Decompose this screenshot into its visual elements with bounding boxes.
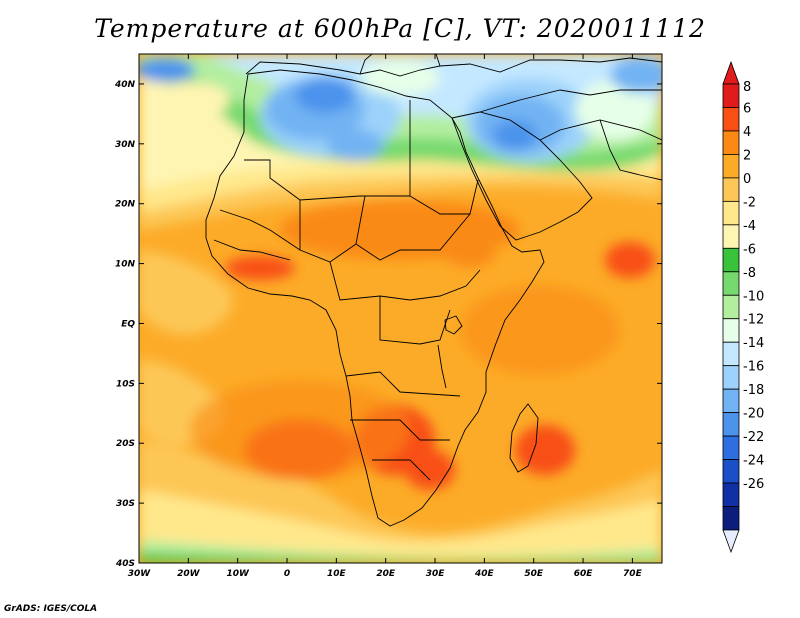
colorbar-swatch: [722, 482, 740, 507]
lon-tick-label: 0: [284, 569, 290, 579]
lat-tick-label: 40S: [115, 559, 135, 569]
colorbar-label: -6: [743, 242, 756, 257]
lat-tick-label: EQ: [121, 319, 135, 329]
colorbar-label: -10: [743, 289, 764, 304]
colorbar-label: -20: [743, 407, 764, 422]
lon-tick-label: 50E: [524, 569, 544, 579]
colorbar: 8 6 4 2 0 -2 -4 -6 -8 -10 -12 -14 -16 -18 -20 -22 -24 -26: [722, 60, 764, 554]
colorbar-label: -4: [743, 219, 756, 234]
colorbar-swatch: [722, 247, 740, 273]
colorbar-label: -2: [743, 195, 756, 210]
colorbar-bottom-arrow: [722, 529, 740, 554]
colorbar-swatch: [722, 83, 740, 108]
colorbar-label: -22: [743, 430, 764, 445]
colorbar-swatch: [722, 224, 740, 249]
colorbar-swatch: [722, 506, 740, 531]
lon-tick-label: 10E: [327, 569, 347, 579]
map-title: Temperature at 600hPa [C], VT: 202001111…: [94, 14, 706, 43]
colorbar-label: -8: [743, 266, 756, 281]
colorbar-swatch: [722, 412, 740, 437]
colorbar-label: -24: [743, 454, 764, 469]
colorbar-swatch: [722, 459, 740, 484]
lon-tick-label: 20W: [177, 569, 201, 579]
colorbar-swatch: [722, 177, 740, 202]
coastlines: [205, 54, 662, 527]
latitude-axis: 40N 30N 20N 10N EQ 10S 20S 30S 40S: [114, 80, 662, 569]
lon-tick-label: 70E: [623, 569, 643, 579]
colorbar-label: -18: [743, 383, 764, 398]
lat-tick-label: 30N: [115, 140, 136, 150]
colorbar-top-arrow: [722, 60, 740, 85]
colorbar-swatch: [722, 130, 740, 155]
plot-frame: [138, 53, 663, 564]
colorbar-label: 4: [743, 125, 751, 140]
lon-tick-label: 20E: [376, 569, 396, 579]
colorbar-label: 8: [743, 80, 751, 95]
colorbar-swatch: [722, 294, 740, 320]
colorbar-swatch: [722, 388, 740, 414]
lat-tick-label: 20S: [116, 439, 135, 449]
lon-tick-label: 60E: [574, 569, 594, 579]
lat-tick-label: 10S: [116, 379, 135, 389]
colorbar-label: 2: [743, 148, 751, 163]
colorbar-swatch: [722, 435, 740, 460]
colorbar-swatch: [722, 200, 740, 226]
lat-tick-label: 40N: [114, 80, 136, 90]
lon-tick-label: 10W: [226, 569, 250, 579]
lat-tick-label: 10N: [115, 260, 136, 270]
colorbar-swatch: [722, 154, 740, 179]
colorbar-swatch: [722, 107, 740, 132]
colorbar-swatch: [722, 318, 740, 343]
colorbar-label: -14: [743, 336, 764, 351]
colorbar-swatch: [722, 365, 740, 390]
colorbar-swatch: [722, 341, 740, 367]
colorbar-label: 6: [743, 101, 751, 116]
lat-tick-label: 30S: [116, 499, 135, 509]
colorbar-swatch: [722, 271, 740, 296]
colorbar-label: -16: [743, 360, 764, 375]
lon-tick-label: 30E: [426, 569, 446, 579]
lat-tick-label: 20N: [115, 200, 136, 210]
colorbar-label: -12: [743, 313, 764, 328]
lon-tick-label: 40E: [474, 569, 495, 579]
temperature-field: [139, 54, 662, 563]
colorbar-label: 0: [743, 172, 751, 187]
longitude-axis: 30W 20W 10W 0 10E 20E 30E 40E 50E 60E 70E: [128, 54, 643, 579]
colorbar-label: -26: [743, 477, 764, 492]
grads-credit: GrADS: IGES/COLA: [4, 604, 98, 614]
lon-tick-label: 30W: [128, 569, 152, 579]
